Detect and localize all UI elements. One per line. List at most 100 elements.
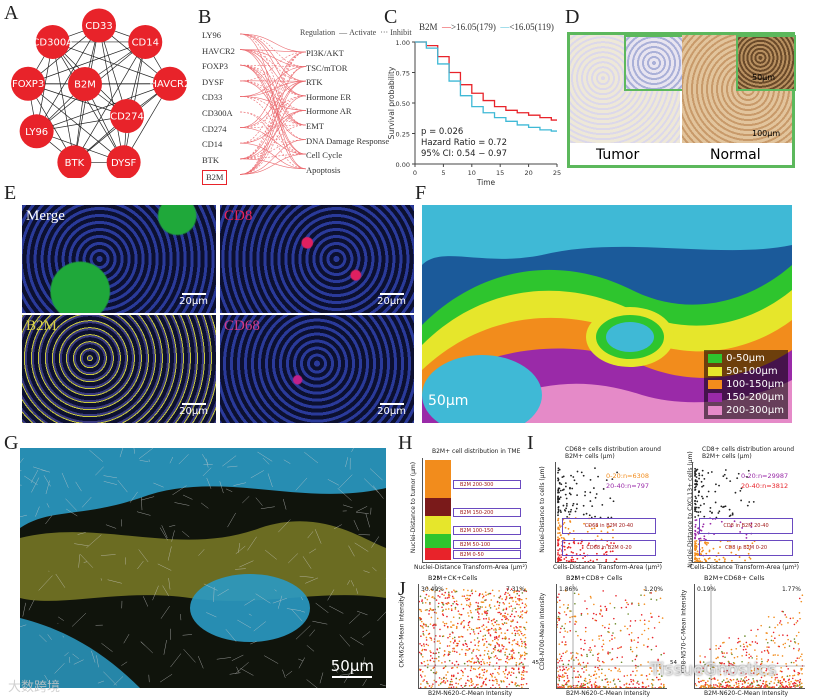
scatter-point <box>452 602 454 605</box>
scatter-point <box>564 493 567 496</box>
scatter-point <box>654 687 657 689</box>
legend-swatch <box>708 367 723 376</box>
scatter-point <box>478 618 481 621</box>
scatter-point <box>739 521 742 524</box>
panel-h-title: B2M+ cell distribution in TME <box>432 448 521 455</box>
scatter-point <box>510 605 513 607</box>
scatter-point <box>452 624 454 626</box>
scatter-point <box>576 684 579 687</box>
scale-bar: 20μm <box>377 403 406 417</box>
scatter-point <box>747 678 750 681</box>
scatter-point <box>469 633 472 635</box>
band-100-150 <box>425 516 451 534</box>
scatter-point <box>647 685 650 687</box>
scatter-point <box>771 676 773 679</box>
scatter-point <box>608 639 611 642</box>
cell-link <box>129 491 138 503</box>
scatter-point <box>782 685 784 688</box>
scatter-point <box>746 504 749 507</box>
sankey-link <box>240 110 307 175</box>
scatter-point <box>517 597 519 600</box>
cell-link <box>235 568 246 570</box>
scatter-point <box>595 619 598 622</box>
scatter-point <box>607 683 609 686</box>
scatter-point <box>558 559 561 562</box>
scatter-point <box>498 596 500 599</box>
cell-link <box>89 449 103 462</box>
scatter-point <box>419 616 421 619</box>
scatter-point <box>479 593 481 595</box>
scatter-point <box>482 624 485 626</box>
scatter-point <box>483 671 485 674</box>
scatter-point <box>700 685 702 688</box>
scatter-point <box>604 674 607 677</box>
scatter-point <box>484 638 487 640</box>
scatter-point <box>728 508 731 511</box>
cell-link <box>278 519 291 533</box>
scatter-point <box>591 686 593 688</box>
scatter-point <box>730 559 733 562</box>
scatter-point <box>603 661 605 664</box>
scatter-point <box>787 679 790 681</box>
scatter-point <box>525 621 528 624</box>
scatter-point <box>745 651 748 654</box>
scatter-point <box>586 607 588 610</box>
sankey-gene: B2M <box>202 170 228 186</box>
cell-link <box>35 506 40 517</box>
scatter-point <box>467 621 470 624</box>
scatter-point <box>715 657 718 660</box>
scatter-point <box>605 560 608 563</box>
inhibit-line-icon: ··· <box>378 28 391 37</box>
scatter-point <box>461 648 463 651</box>
scatter-point <box>494 621 497 624</box>
scatter-point <box>558 678 561 680</box>
scatter-point <box>763 674 766 677</box>
scatter-point <box>630 674 632 676</box>
cell-link <box>362 631 371 638</box>
scatter-point <box>715 648 717 650</box>
scatter-point <box>452 616 455 619</box>
scatter-point <box>637 641 639 644</box>
scatter-point <box>471 592 474 595</box>
scatter-point <box>620 646 622 648</box>
scatter-point <box>723 662 726 665</box>
scatter-point <box>424 601 427 604</box>
scatter-point <box>643 619 646 622</box>
scatter-point <box>736 685 738 688</box>
scatter-point <box>470 628 473 631</box>
scatter-point <box>757 668 760 670</box>
scatter-point <box>485 594 487 596</box>
scatter-point <box>564 630 567 632</box>
sankey-link <box>240 66 307 175</box>
cell-link <box>206 477 212 489</box>
scatter-point <box>450 621 452 623</box>
sankey-link <box>240 64 307 97</box>
scatter-point <box>587 544 590 546</box>
km-y-tick-label: 0.00 <box>396 161 410 169</box>
scatter-point <box>565 682 568 684</box>
scatter-point <box>611 648 614 650</box>
scatter-point <box>739 531 742 533</box>
scatter-point <box>512 668 515 671</box>
scatter-point <box>705 552 708 555</box>
scatter-point <box>557 471 559 474</box>
scatter-point <box>619 680 621 683</box>
scatter-point <box>582 474 585 477</box>
scatter-point <box>797 631 800 634</box>
scatter-point <box>704 559 707 562</box>
cell-link <box>298 658 304 662</box>
scatter-point <box>558 617 560 620</box>
scatter-point <box>508 658 510 661</box>
scatter-point <box>516 626 518 629</box>
band-150-200 <box>425 498 451 516</box>
sankey-link <box>240 66 307 97</box>
cell-link <box>295 477 308 491</box>
cell-link <box>171 530 175 542</box>
cell-link <box>255 593 271 604</box>
scatter-point <box>494 627 497 630</box>
scatter-point <box>732 671 735 674</box>
scatter-point <box>787 668 789 670</box>
scatter-point <box>513 627 515 629</box>
scatter-point <box>779 682 782 685</box>
scatter-point <box>444 597 447 599</box>
